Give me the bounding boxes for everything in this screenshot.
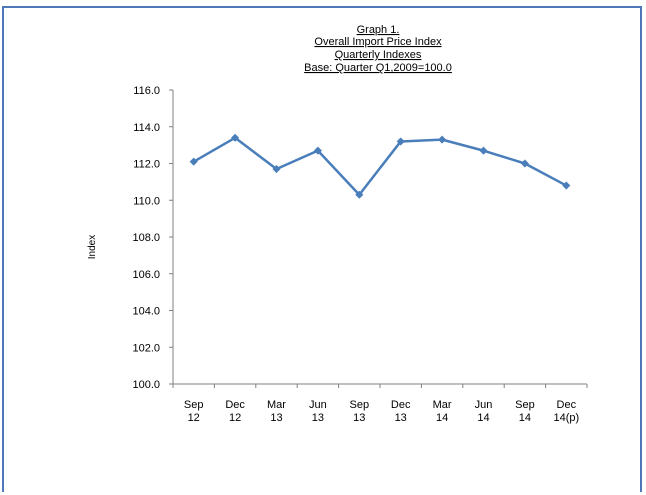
axes — [169, 89, 588, 388]
data-point — [479, 146, 488, 155]
y-tick-label: 104.0 — [132, 306, 160, 318]
x-tick-label: Dec — [557, 399, 577, 411]
x-tick-label: 14 — [519, 412, 531, 424]
series-import-price-index — [189, 133, 571, 199]
data-point — [562, 181, 571, 190]
data-point — [396, 137, 405, 146]
x-tick-labels: Sep12Dec12Mar13Jun13Sep13Dec13Mar14Jun14… — [184, 399, 579, 424]
data-point — [437, 135, 447, 144]
x-tick-label: 13 — [395, 412, 407, 424]
series-line — [193, 136, 567, 196]
x-tick-label: 12 — [188, 412, 200, 424]
x-tick-label: Sep — [350, 399, 370, 411]
x-tick-label: 14(p) — [553, 412, 579, 424]
data-point — [355, 190, 364, 199]
title-line-4: Base: Quarter Q1,2009=100.0 — [304, 62, 452, 74]
y-tick-label: 106.0 — [132, 269, 160, 281]
data-point — [230, 133, 240, 142]
title-line-3: Quarterly Indexes — [335, 49, 422, 61]
y-tick-label: 108.0 — [132, 232, 160, 244]
data-point — [189, 157, 198, 166]
x-tick-label: 12 — [229, 412, 241, 424]
x-tick-label: Jun — [475, 399, 493, 411]
x-tick-label: Dec — [225, 399, 245, 411]
x-tick-label: Mar — [267, 399, 286, 411]
y-tick-label: 116.0 — [133, 85, 160, 97]
x-tick-label: 13 — [353, 412, 365, 424]
y-tick-labels: 100.0 102.0 104.0 106.0 108.0 110.0 112.0 114.0… — [132, 85, 160, 391]
x-tick-label: 14 — [477, 412, 489, 424]
chart-frame — [2, 6, 642, 492]
x-tick-label: Sep — [184, 399, 204, 411]
x-tick-label: 13 — [312, 412, 324, 424]
data-point — [520, 159, 530, 168]
x-tick-label: 13 — [270, 412, 282, 424]
x-tick-label: 14 — [436, 412, 448, 424]
x-tick-label: Mar — [433, 399, 452, 411]
y-tick-label: 102.0 — [132, 342, 160, 354]
y-tick-label: 112.0 — [133, 159, 160, 171]
y-tick-label: 100.0 — [132, 379, 160, 391]
title-line-1: Graph 1. — [357, 24, 400, 36]
x-tick-label: Jun — [309, 399, 327, 411]
chart-title: Graph 1. Overall Import Price Index Quar… — [304, 24, 452, 74]
y-axis-label: Index — [87, 235, 98, 259]
x-tick-label: Dec — [391, 399, 411, 411]
y-tick-label: 114.0 — [133, 122, 160, 134]
data-point — [313, 146, 323, 155]
data-point — [272, 164, 281, 174]
y-tick-label: 110.0 — [133, 195, 160, 207]
x-tick-label: Sep — [515, 399, 535, 411]
title-line-2: Overall Import Price Index — [314, 36, 442, 48]
